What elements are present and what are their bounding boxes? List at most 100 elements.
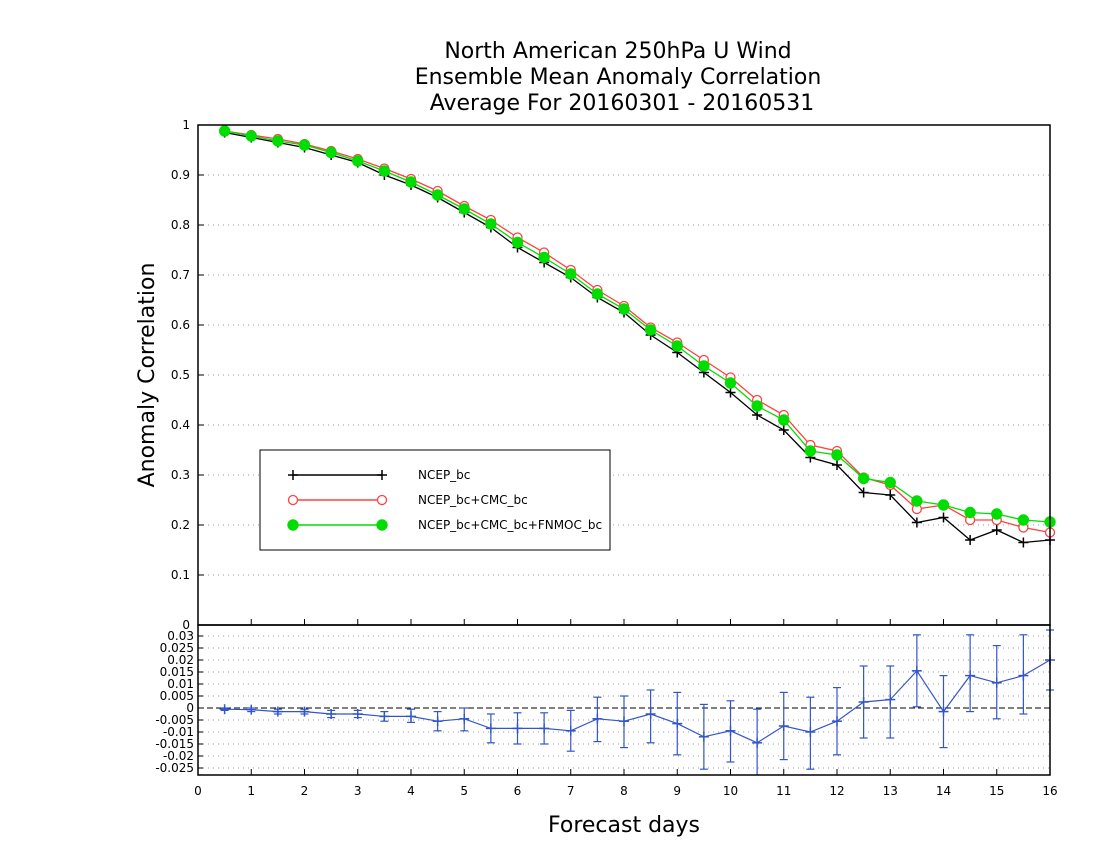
x-ticks: 0 1 2 3 4 5 6 7 8 9 10 11 12 13 14 15 16	[194, 619, 1058, 798]
top-y-tick-label: 1	[182, 118, 190, 132]
x-axis-title: Forecast days	[548, 813, 700, 838]
data-point	[325, 146, 337, 159]
legend-marker-right	[377, 470, 387, 480]
x-tick-label: 8	[620, 784, 628, 798]
difference-point	[246, 704, 257, 715]
x-tick-label: 15	[989, 784, 1004, 798]
title-line-2: Ensemble Mean Anomaly Correlation	[415, 65, 822, 90]
x-tick-label: 7	[567, 784, 575, 798]
title-line-1: North American 250hPa U Wind	[444, 39, 791, 64]
bottom-y-tick-label: -0.01	[163, 725, 194, 739]
data-point	[911, 517, 922, 528]
top-series-group	[218, 125, 1056, 548]
bottom-y-tick-label: 0.025	[160, 641, 194, 655]
data-point	[538, 251, 550, 264]
top-y-tick-label: 0.8	[171, 218, 190, 232]
data-point	[857, 472, 870, 485]
x-tick-label: 5	[460, 784, 468, 798]
data-point	[245, 130, 257, 142]
bottom-y-tick-label: 0.01	[167, 677, 194, 691]
data-point	[751, 400, 763, 412]
x-tick-label: 9	[673, 784, 681, 798]
bottom-y-ticks: -0.025-0.02-0.015-0.01-0.00500.0050.010.…	[155, 629, 203, 775]
difference-point	[459, 713, 470, 724]
data-point	[644, 324, 657, 336]
data-point	[431, 189, 444, 201]
difference-point	[991, 677, 1002, 688]
x-tick-label: 10	[723, 784, 738, 798]
difference-point	[432, 716, 443, 727]
data-point	[591, 288, 604, 300]
data-point	[724, 377, 737, 389]
difference-point	[352, 709, 363, 719]
bottom-plot-frame	[197, 624, 1051, 776]
data-point	[618, 303, 630, 315]
top-y-tick-label: 0.7	[171, 268, 190, 282]
top-y-tick-label: 0.2	[171, 518, 190, 532]
difference-point	[832, 716, 842, 727]
x-tick-label: 1	[247, 784, 255, 798]
difference-point	[272, 706, 283, 717]
data-point	[218, 125, 231, 137]
difference-point	[672, 718, 683, 729]
difference-series	[219, 629, 1055, 775]
top-y-tick-label: 0.9	[171, 168, 190, 182]
top-y-ticks: 0 0.1 0.2 0.3 0.4 0.5 0.6 0.7 0.8 0.9 1	[171, 118, 204, 632]
bottom-y-tick-label: 0.03	[167, 629, 194, 643]
data-point	[964, 506, 976, 519]
series-line	[224, 131, 1051, 544]
data-point	[1017, 514, 1030, 526]
difference-point	[539, 723, 550, 734]
top-y-tick-label: 0.4	[171, 418, 190, 432]
difference-point	[619, 716, 629, 727]
data-point	[511, 236, 524, 249]
difference-point	[645, 709, 656, 719]
data-point	[405, 176, 417, 188]
data-point	[298, 139, 311, 151]
x-tick-label: 6	[514, 784, 522, 798]
data-point	[991, 525, 1002, 535]
x-tick-label: 13	[883, 784, 898, 798]
difference-point	[379, 711, 390, 722]
difference-point	[565, 725, 576, 736]
title-line-3: Average For 20160301 - 20160531	[430, 91, 815, 116]
data-point	[272, 135, 284, 147]
legend-marker-right	[376, 494, 388, 506]
legend: NCEP_bc NCEP_bc+CMC_bc NCEP_bc+CMC_bc+FNMO…	[259, 449, 611, 551]
data-point	[965, 535, 976, 545]
difference-point	[752, 737, 763, 748]
legend-marker-left	[287, 519, 299, 531]
top-y-tick-label: 0.6	[171, 318, 190, 332]
series-2	[218, 125, 1056, 528]
y-axis-title: Anomaly Correlation	[135, 263, 160, 488]
legend-item-0: NCEP_bc	[288, 468, 470, 482]
x-tick-label: 11	[776, 784, 791, 798]
difference-point	[965, 670, 976, 681]
difference-point	[938, 706, 949, 717]
data-point	[485, 218, 497, 230]
data-point	[778, 425, 789, 435]
legend-label: NCEP_bc+CMC_bc	[418, 493, 528, 507]
difference-point	[858, 697, 869, 707]
difference-point	[592, 713, 603, 724]
data-point	[804, 445, 817, 457]
difference-point	[512, 723, 523, 734]
data-point	[698, 360, 710, 372]
difference-point	[911, 665, 922, 676]
data-point	[884, 476, 896, 489]
bottom-y-tick-label: -0.015	[155, 737, 194, 751]
difference-point	[299, 706, 310, 717]
legend-marker-right	[376, 519, 388, 531]
bottom-y-tick-label: 0.015	[160, 665, 194, 679]
difference-point	[778, 721, 789, 731]
data-point	[352, 155, 364, 167]
difference-point	[219, 704, 230, 715]
x-tick-label: 2	[301, 784, 309, 798]
difference-point	[1018, 670, 1029, 681]
data-point	[858, 487, 869, 498]
data-point	[937, 499, 950, 511]
data-point	[458, 203, 470, 215]
difference-point	[805, 727, 816, 737]
legend-item-2: NCEP_bc+CMC_bc+FNMOC_bc	[287, 518, 602, 532]
